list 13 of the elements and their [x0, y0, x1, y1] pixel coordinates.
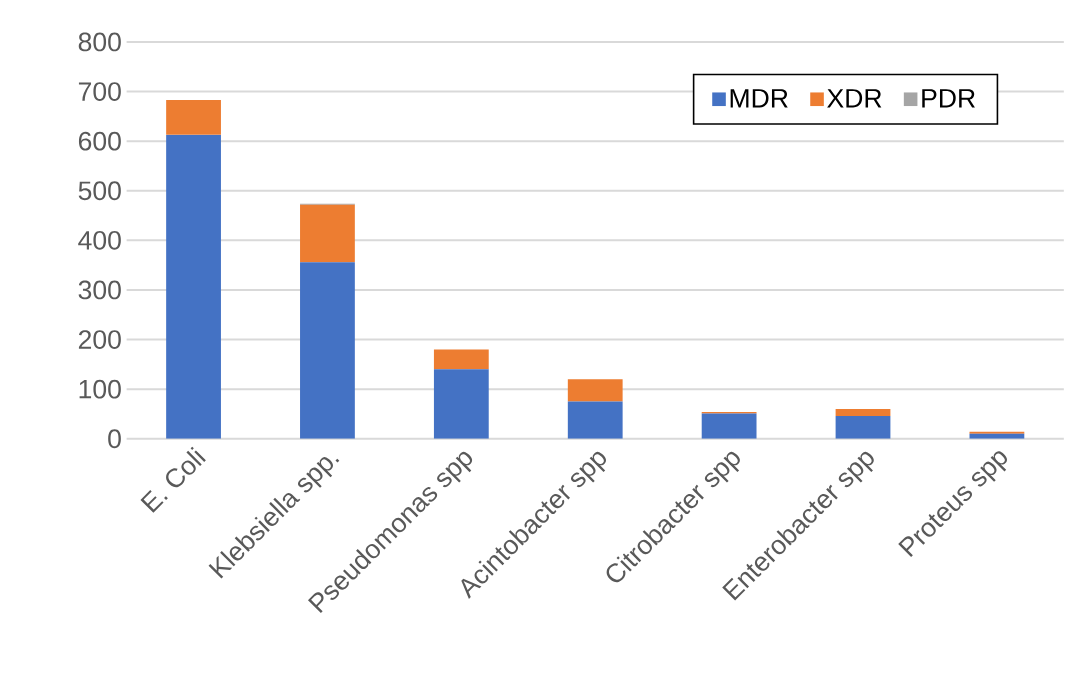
legend-label: XDR — [827, 89, 882, 108]
x-tick-label: E. Coli — [140, 446, 206, 513]
y-tick-label: 700 — [78, 82, 121, 102]
y-tick-label: 500 — [78, 181, 121, 201]
y-tick-label: 300 — [78, 280, 121, 300]
y-tick-label: 400 — [78, 231, 121, 250]
y-tick-label: 0 — [108, 429, 121, 449]
y-tick-label: 800 — [78, 32, 121, 52]
legend-label: PDR — [922, 89, 975, 108]
y-tick-label: 100 — [79, 379, 121, 399]
y-tick-label: 600 — [78, 131, 121, 151]
y-tick-label: 200 — [78, 330, 121, 350]
legend-label: MDR — [730, 89, 788, 108]
